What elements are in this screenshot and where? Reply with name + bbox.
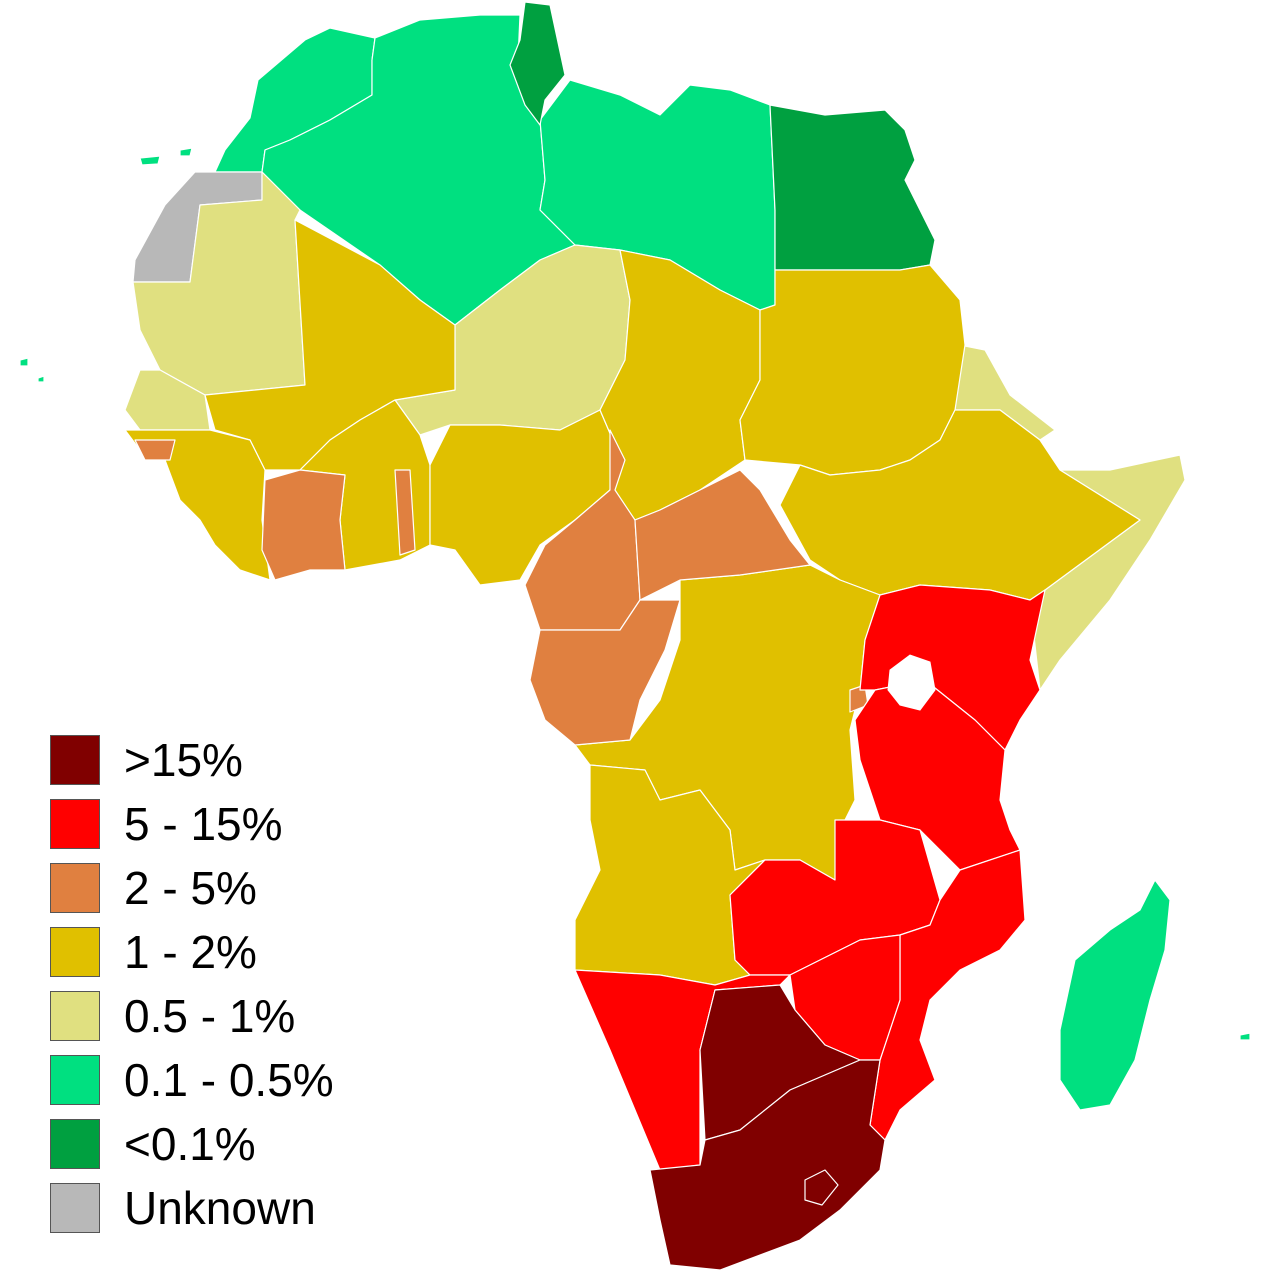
legend-swatch (50, 799, 100, 849)
legend-item: 2 - 5% (50, 856, 334, 920)
region-car (634, 469, 811, 601)
legend-item: Unknown (50, 1176, 334, 1240)
legend-label: 0.5 - 1% (124, 990, 296, 1042)
legend-item: 1 - 2% (50, 920, 334, 984)
region-lesotho (804, 1169, 839, 1206)
legend-swatch (50, 735, 100, 785)
legend-label: <0.1% (124, 1118, 256, 1170)
legend-item: 5 - 15% (50, 792, 334, 856)
legend-item: 0.1 - 0.5% (50, 1048, 334, 1112)
region-ivory-coast (261, 469, 346, 581)
legend-swatch (50, 927, 100, 977)
island-canaries (139, 147, 193, 166)
region-madagascar (1059, 879, 1171, 1111)
lake-victoria (887, 654, 936, 711)
region-gabon-congo (529, 599, 681, 746)
region-egypt (769, 104, 936, 271)
legend-swatch (50, 1055, 100, 1105)
legend-swatch (50, 1183, 100, 1233)
legend-item: 0.5 - 1% (50, 984, 334, 1048)
legend-label: 5 - 15% (124, 798, 283, 850)
legend-swatch (50, 991, 100, 1041)
region-guinea-bissau (134, 439, 176, 461)
legend-item: <0.1% (50, 1112, 334, 1176)
legend: >15% 5 - 15% 2 - 5% 1 - 2% 0.5 - 1% 0.1 … (50, 728, 334, 1240)
legend-item: >15% (50, 728, 334, 792)
region-mozambique (869, 849, 1026, 1141)
region-mauritania (132, 171, 306, 396)
legend-label: >15% (124, 734, 243, 786)
island-cape-verde (19, 357, 45, 383)
legend-label: 1 - 2% (124, 926, 257, 978)
legend-swatch (50, 1119, 100, 1169)
legend-label: 0.1 - 0.5% (124, 1054, 334, 1106)
legend-label: Unknown (124, 1182, 316, 1234)
legend-label: 2 - 5% (124, 862, 257, 914)
region-west-coast (124, 429, 271, 581)
region-tunisia (509, 1, 566, 126)
legend-swatch (50, 863, 100, 913)
region-togo (394, 469, 416, 556)
region-south-africa (649, 1059, 886, 1271)
region-kenya-uganda (859, 584, 1046, 751)
island-comoros (1239, 1032, 1251, 1041)
